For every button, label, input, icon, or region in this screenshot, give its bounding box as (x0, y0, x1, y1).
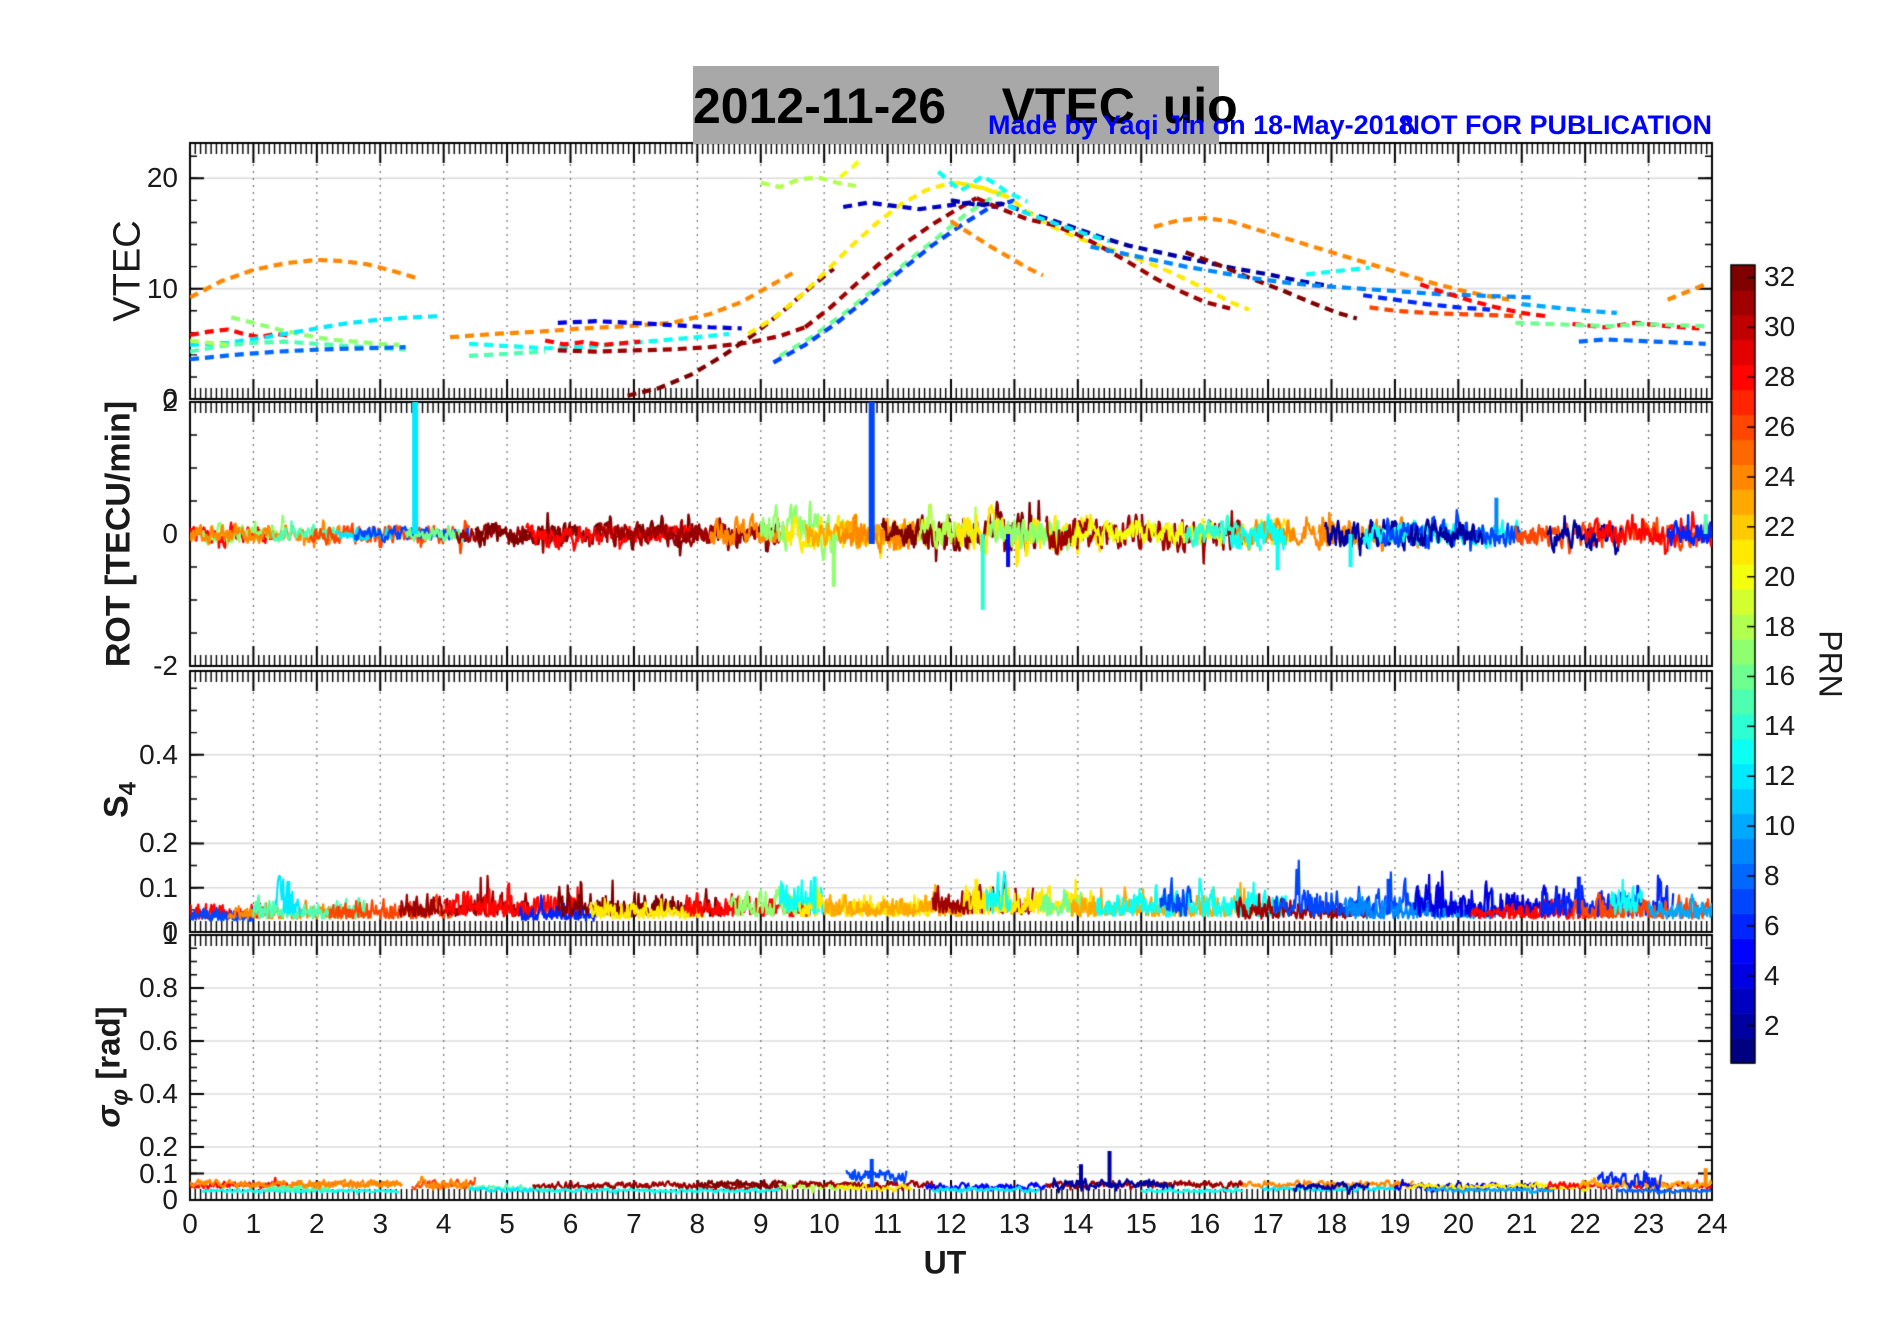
page-title: 2012-11-26 VTEC uio (693, 66, 1238, 144)
colorbar-tick-label: 30 (1764, 311, 1796, 343)
x-tick-label: 20 (1442, 1208, 1474, 1239)
x-tick-label: 17 (1252, 1208, 1284, 1239)
x-tick-label: 14 (1062, 1208, 1094, 1239)
x-tick-label: 15 (1125, 1208, 1157, 1239)
colorbar-label: PRN (1812, 630, 1849, 698)
x-tick-label: 5 (499, 1208, 515, 1239)
ylabel-s4: S4 (97, 781, 142, 819)
y-tick-label-sigma: 0 (162, 1184, 178, 1215)
colorbar-tick-label: 18 (1764, 610, 1796, 642)
colorbar-tick-label: 32 (1764, 261, 1796, 293)
x-tick-label: 13 (998, 1208, 1030, 1239)
x-tick-label: 16 (1189, 1208, 1221, 1239)
x-tick-label: 23 (1633, 1208, 1665, 1239)
x-tick-label: 18 (1315, 1208, 1348, 1239)
colorbar-tick-label: 10 (1764, 810, 1796, 842)
x-tick-label: 11 (873, 1208, 903, 1239)
y-tick-label-s4: 0.1 (139, 871, 178, 903)
colorbar-tick-label: 14 (1764, 710, 1796, 742)
colorbar-tick-label: 4 (1764, 959, 1780, 991)
credit-note: Made by Yaqi Jin on 18-May-2018 (988, 110, 1414, 140)
x-tick-label: 2 (309, 1208, 325, 1239)
x-tick-label: 7 (626, 1208, 642, 1239)
colorbar-tick-label: 20 (1764, 560, 1796, 592)
colorbar-tick-label: 8 (1764, 859, 1780, 891)
x-tick-label: 24 (1696, 1208, 1728, 1239)
y-tick-label-rot: -2 (153, 650, 178, 681)
x-tick-label: 6 (562, 1208, 579, 1239)
x-tick-label: 10 (808, 1208, 840, 1239)
x-tick-label: 1 (245, 1208, 262, 1239)
y-tick-label-sigma: 0.2 (139, 1131, 178, 1162)
publication-warning: NOT FOR PUBLICATION (1400, 110, 1712, 140)
x-tick-label: 9 (752, 1208, 769, 1239)
y-tick-label-s4: 0 (162, 916, 178, 947)
y-tick-label-sigma: 1 (162, 919, 178, 950)
y-tick-label-s4: 0.2 (139, 827, 178, 859)
y-tick-label-sigma: 0.6 (139, 1025, 178, 1056)
y-tick-label-vtec: 0 (162, 383, 178, 414)
colorbar-tick-label: 2 (1764, 1009, 1780, 1041)
xlabel-ut: UT (923, 1244, 967, 1281)
x-tick-label: 0 (182, 1208, 198, 1239)
colorbar-tick-label: 6 (1764, 909, 1780, 941)
y-tick-label-rot: 2 (162, 386, 178, 417)
y-tick-label-rot: 0 (162, 518, 178, 549)
x-tick-label: 22 (1569, 1208, 1601, 1239)
y-tick-label-sigma: 0.1 (139, 1157, 178, 1189)
colorbar-tick-label: 16 (1764, 660, 1796, 692)
x-tick-label: 8 (689, 1208, 706, 1239)
x-tick-label: 21 (1506, 1208, 1538, 1239)
colorbar-tick-label: 12 (1764, 760, 1796, 792)
y-tick-label-vtec: 20 (146, 162, 178, 194)
y-tick-label-sigma: 0.4 (139, 1078, 178, 1109)
colorbar-tick-label: 24 (1764, 460, 1796, 492)
y-tick-label-sigma: 0.8 (139, 972, 178, 1003)
y-tick-label-s4: 0.4 (139, 738, 178, 770)
colorbar-tick-label: 28 (1764, 361, 1796, 393)
y-tick-label-vtec: 10 (146, 272, 178, 304)
colorbar-tick-label: 26 (1764, 411, 1796, 443)
x-tick-label: 19 (1379, 1208, 1411, 1239)
x-tick-label: 12 (935, 1208, 967, 1239)
x-tick-label: 4 (435, 1208, 452, 1239)
colorbar-tick-label: 22 (1764, 510, 1796, 542)
ylabel-vtec: VTEC (106, 220, 149, 322)
x-tick-label: 3 (372, 1208, 389, 1239)
